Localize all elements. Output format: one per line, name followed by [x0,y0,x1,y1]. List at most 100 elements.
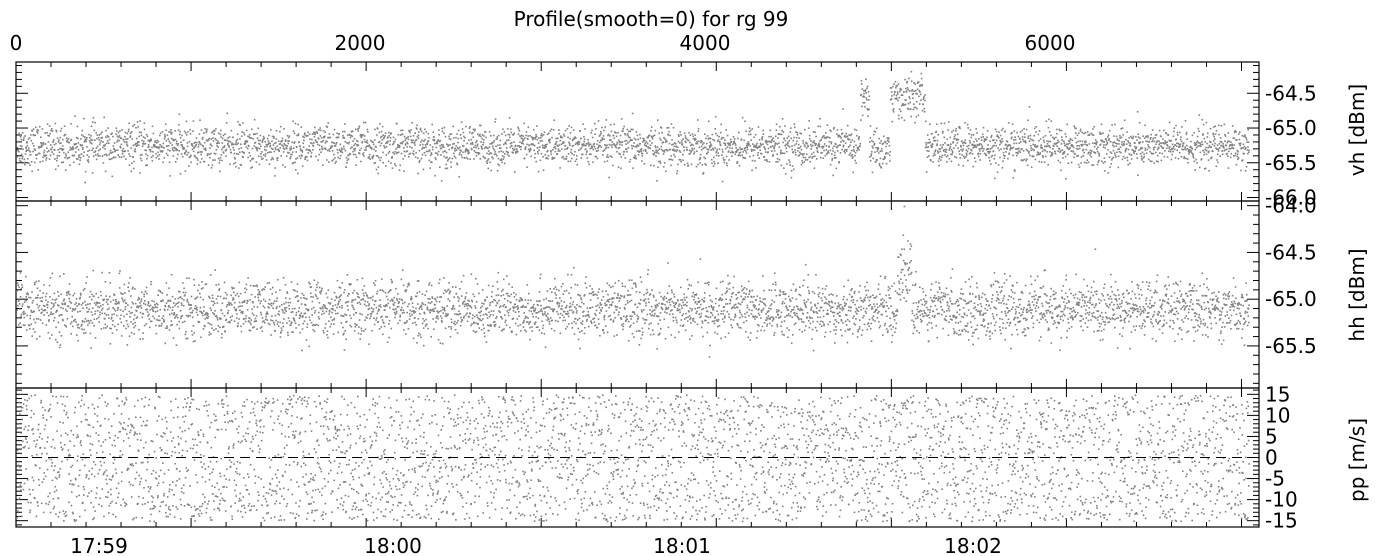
data-point [846,148,848,151]
data-point [910,70,913,73]
data-point [996,171,999,174]
data-point [832,174,834,177]
data-point [601,126,603,129]
data-point [829,137,831,139]
data-point [21,157,23,160]
data-point [461,156,463,159]
data-point [1121,127,1124,129]
data-point [34,149,36,151]
data-point [969,142,971,144]
data-point [1075,132,1077,134]
data-point [1061,139,1063,141]
data-point [660,145,663,148]
data-point [166,327,169,329]
data-point [443,126,446,129]
data-point [306,159,309,162]
data-point [156,318,158,321]
data-point [805,147,808,149]
data-point [532,138,534,141]
data-point [206,140,209,142]
data-point [68,141,70,144]
data-point [307,134,309,137]
data-point [852,148,855,151]
data-point [591,136,594,139]
data-point [106,308,109,311]
data-point [578,141,581,143]
data-point [537,150,539,153]
data-point [197,151,200,153]
data-point [158,315,160,317]
data-point [974,146,976,149]
data-point [488,153,490,155]
data-point [1186,147,1189,150]
data-point [57,295,60,297]
data-point [585,144,587,147]
data-point [79,157,82,159]
data-point [804,156,807,159]
data-point [1124,157,1126,159]
data-point [1214,138,1216,140]
data-point [152,132,155,135]
data-point [90,142,93,145]
data-point [169,313,171,316]
data-point [359,133,362,136]
data-point [1169,149,1172,151]
data-point [290,145,292,148]
data-point [981,139,983,141]
data-point [703,156,705,159]
data-point [871,145,874,148]
data-point [326,126,329,128]
data-point [1070,150,1072,152]
data-point [146,311,149,313]
data-point [718,135,720,138]
data-point [745,130,747,133]
data-point [581,145,584,147]
data-point [825,132,827,134]
data-point [600,132,602,135]
data-point [46,151,49,153]
data-point [150,280,153,283]
data-point [91,149,93,151]
data-point [927,142,929,144]
data-point [884,157,886,159]
data-point [33,318,35,321]
data-point [33,148,36,150]
data-point [155,157,158,159]
data-point [613,143,615,145]
data-point [179,133,181,136]
data-point [663,137,665,139]
data-point [1156,140,1159,142]
data-point [796,140,798,143]
data-point [259,134,262,137]
data-point [101,136,103,139]
data-point [799,151,801,154]
data-point [353,138,356,140]
data-point [146,292,148,295]
data-point [101,131,103,133]
data-point [496,137,498,140]
data-point [1108,139,1110,141]
data-point [826,152,829,154]
data-point [814,155,816,157]
data-point [893,83,895,85]
data-point [705,164,707,166]
data-point [942,144,944,146]
data-point [161,146,163,148]
data-point [40,308,43,311]
data-point [990,136,992,139]
data-point [1071,139,1074,142]
data-point [155,146,158,149]
data-point [951,131,953,133]
data-point [53,317,56,319]
data-point [561,148,563,150]
data-point [792,139,794,142]
data-point [1083,151,1085,154]
data-point [529,147,532,150]
data-point [358,125,361,128]
data-point [365,149,367,151]
data-point [940,159,942,161]
data-point [106,325,109,328]
data-point [829,129,831,132]
data-point [758,157,760,159]
data-point [236,138,239,141]
